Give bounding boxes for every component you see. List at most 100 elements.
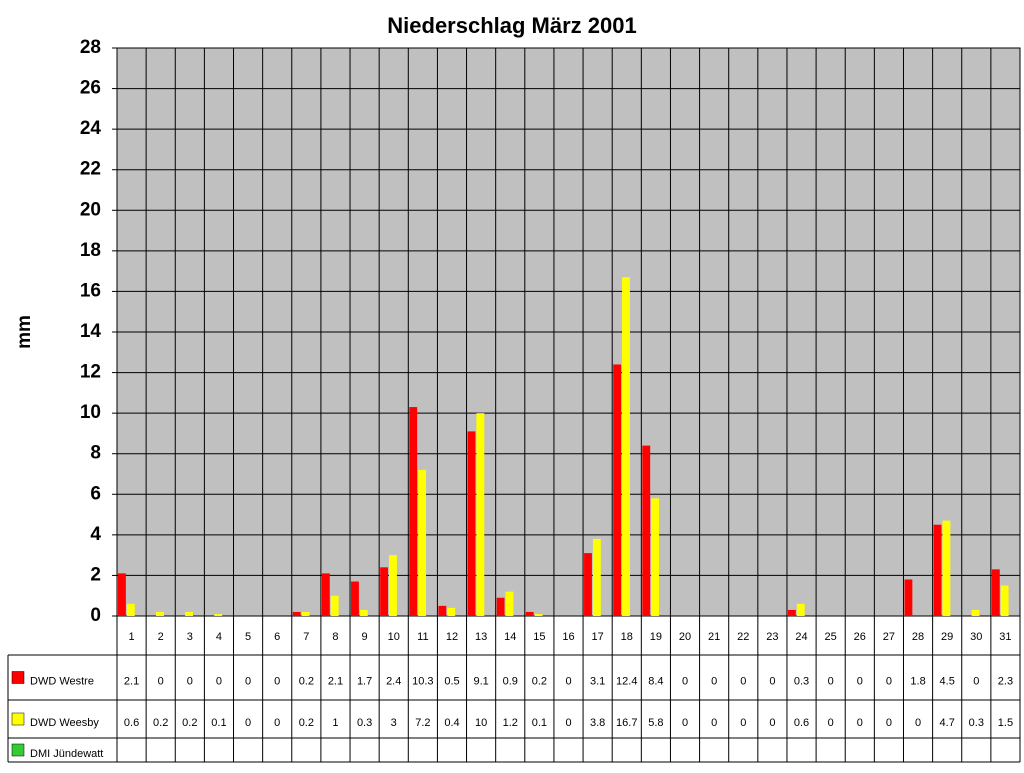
table-value: 3.1	[590, 675, 605, 687]
y-tick-label: 14	[80, 321, 102, 342]
table-value: 2.1	[124, 675, 139, 687]
y-tick-label: 16	[80, 280, 101, 301]
table-value: 4.7	[940, 717, 955, 729]
table-value: 0.3	[969, 717, 984, 729]
bar	[1000, 585, 1009, 616]
y-tick-label: 4	[90, 524, 101, 545]
table-value: 10	[475, 717, 487, 729]
legend-swatch	[11, 743, 25, 757]
y-tick-label: 8	[90, 443, 101, 464]
table-value: 0	[216, 675, 222, 687]
table-value: 0	[245, 717, 251, 729]
table-value: 3	[391, 717, 397, 729]
bar	[971, 609, 980, 616]
x-tick-label: 12	[446, 631, 458, 643]
bar	[126, 603, 135, 616]
table-value: 0	[769, 717, 775, 729]
table-value: 0	[769, 675, 775, 687]
bar	[351, 581, 359, 616]
x-tick-label: 30	[970, 631, 982, 643]
table-value: 12.4	[616, 675, 637, 687]
bar	[185, 611, 193, 616]
bar	[505, 591, 514, 616]
table-value: 1.2	[503, 717, 518, 729]
chart-title: Niederschlag März 2001	[387, 13, 636, 38]
y-tick-label: 20	[80, 199, 101, 220]
table-value: 10.3	[412, 675, 433, 687]
x-tick-label: 24	[795, 631, 807, 643]
x-tick-label: 2	[158, 631, 164, 643]
table-value: 0	[857, 675, 863, 687]
x-tick-label: 31	[999, 631, 1011, 643]
x-tick-label: 18	[621, 631, 633, 643]
table-value: 0.2	[153, 717, 168, 729]
table-value: 8.4	[648, 675, 663, 687]
table-value: 0	[886, 717, 892, 729]
bar	[155, 611, 164, 616]
bar	[592, 538, 601, 616]
table-value: 2.4	[386, 675, 401, 687]
table-value: 0.2	[532, 675, 547, 687]
bar	[409, 407, 418, 616]
bar	[904, 579, 913, 616]
table-value: 0.3	[794, 675, 809, 687]
bar	[496, 597, 505, 616]
legend-swatch	[11, 712, 25, 726]
table-value: 0.5	[444, 675, 459, 687]
bar	[389, 555, 397, 616]
table-value: 4.5	[940, 675, 955, 687]
x-tick-label: 13	[475, 631, 487, 643]
bar	[214, 613, 223, 616]
bar	[418, 469, 427, 616]
table-value: 0	[886, 675, 892, 687]
y-tick-label: 18	[80, 240, 101, 261]
table-value: 0.3	[357, 717, 372, 729]
table-value: 5.8	[648, 717, 663, 729]
bar	[292, 611, 301, 616]
x-tick-label: 16	[562, 631, 574, 643]
x-tick-label: 21	[708, 631, 720, 643]
table-value: 0.2	[182, 717, 197, 729]
table-value: 0	[857, 717, 863, 729]
bar	[467, 431, 476, 616]
table-value: 0.1	[211, 717, 226, 729]
table-value: 0.2	[299, 675, 314, 687]
bar	[942, 520, 951, 616]
table-value: 0	[565, 675, 571, 687]
table-value: 16.7	[616, 717, 637, 729]
x-tick-label: 10	[388, 631, 400, 643]
table-value: 0	[187, 675, 193, 687]
table-value: 1	[332, 717, 338, 729]
bar	[642, 445, 651, 616]
table-value: 0	[274, 717, 280, 729]
table-value: 1.5	[998, 717, 1013, 729]
x-tick-label: 7	[303, 631, 309, 643]
bar	[476, 413, 485, 616]
x-tick-label: 23	[766, 631, 778, 643]
x-tick-label: 19	[650, 631, 662, 643]
x-tick-label: 11	[417, 631, 428, 643]
table-value: 0	[740, 717, 746, 729]
x-tick-label: 27	[883, 631, 895, 643]
table-value: 3.8	[590, 717, 605, 729]
table-value: 0	[158, 675, 164, 687]
bar	[447, 607, 456, 616]
table-value: 0	[682, 717, 688, 729]
table-value: 0	[973, 675, 979, 687]
bar	[525, 611, 534, 616]
table-value: 1.7	[357, 675, 372, 687]
bar	[118, 573, 126, 616]
y-tick-label: 0	[90, 605, 101, 626]
bar	[933, 524, 942, 616]
x-tick-label: 9	[362, 631, 368, 643]
table-value: 9.1	[473, 675, 488, 687]
legend-swatch	[11, 671, 25, 684]
x-tick-label: 4	[216, 631, 222, 643]
x-tick-label: 20	[679, 631, 691, 643]
bar	[796, 603, 805, 616]
y-axis-label: mm	[14, 315, 35, 349]
bar	[380, 567, 389, 616]
table-value: 0.6	[124, 717, 139, 729]
table-value: 7.2	[415, 717, 430, 729]
table-value: 0	[565, 717, 571, 729]
